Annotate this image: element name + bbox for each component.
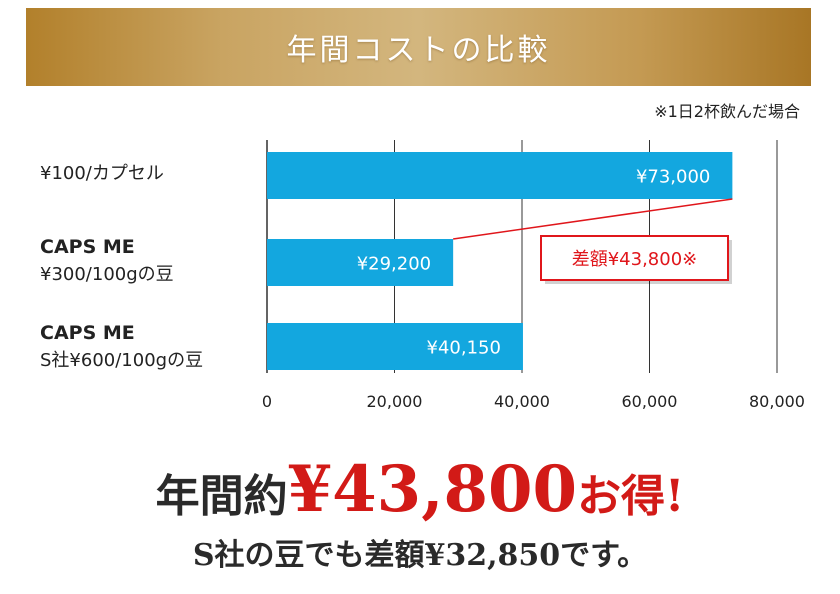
category-label-line1: CAPS ME bbox=[40, 322, 135, 344]
data-label: ¥73,000 bbox=[636, 167, 710, 188]
category-label-line2: ¥300/100gの豆 bbox=[40, 264, 174, 285]
chart-title: 年間コストの比較 bbox=[286, 33, 551, 68]
annotation-connector bbox=[453, 198, 733, 240]
category-label-capsule: ¥100/カプセル bbox=[40, 160, 164, 187]
bar bbox=[267, 323, 523, 370]
annotation-box bbox=[540, 235, 729, 281]
category-label-caps-me-300: CAPS ME ¥300/100gの豆 bbox=[40, 234, 174, 288]
category-label-line1: CAPS ME bbox=[40, 236, 135, 258]
category-label-line2: S社¥600/100gの豆 bbox=[40, 350, 204, 371]
title-banner: 年間コストの比較 bbox=[26, 8, 811, 86]
headline-suffix: お得! bbox=[577, 471, 685, 522]
x-tick-label: 0 bbox=[262, 392, 272, 411]
data-label: ¥29,200 bbox=[357, 254, 431, 275]
headline-amount: ¥43,800 bbox=[287, 452, 578, 527]
bar bbox=[267, 152, 733, 199]
headline-prefix: 年間約 bbox=[155, 471, 288, 522]
savings-headline: 年間約¥43,800お得! bbox=[0, 452, 840, 527]
annotation-label: 差額¥43,800※ bbox=[572, 249, 698, 270]
footnote: ※1日2杯飲んだ場合 bbox=[654, 102, 800, 121]
x-tick-label: 60,000 bbox=[622, 392, 678, 411]
x-tick-label: 80,000 bbox=[749, 392, 805, 411]
bar bbox=[267, 239, 454, 286]
savings-subline: S社の豆でも差額¥32,850です。 bbox=[192, 538, 648, 573]
category-label-caps-me-600: CAPS ME S社¥600/100gの豆 bbox=[40, 320, 203, 374]
x-tick-label: 20,000 bbox=[367, 392, 423, 411]
x-tick-label: 40,000 bbox=[494, 392, 550, 411]
data-label: ¥40,150 bbox=[427, 338, 501, 359]
category-label-line1: ¥100/カプセル bbox=[40, 163, 164, 184]
